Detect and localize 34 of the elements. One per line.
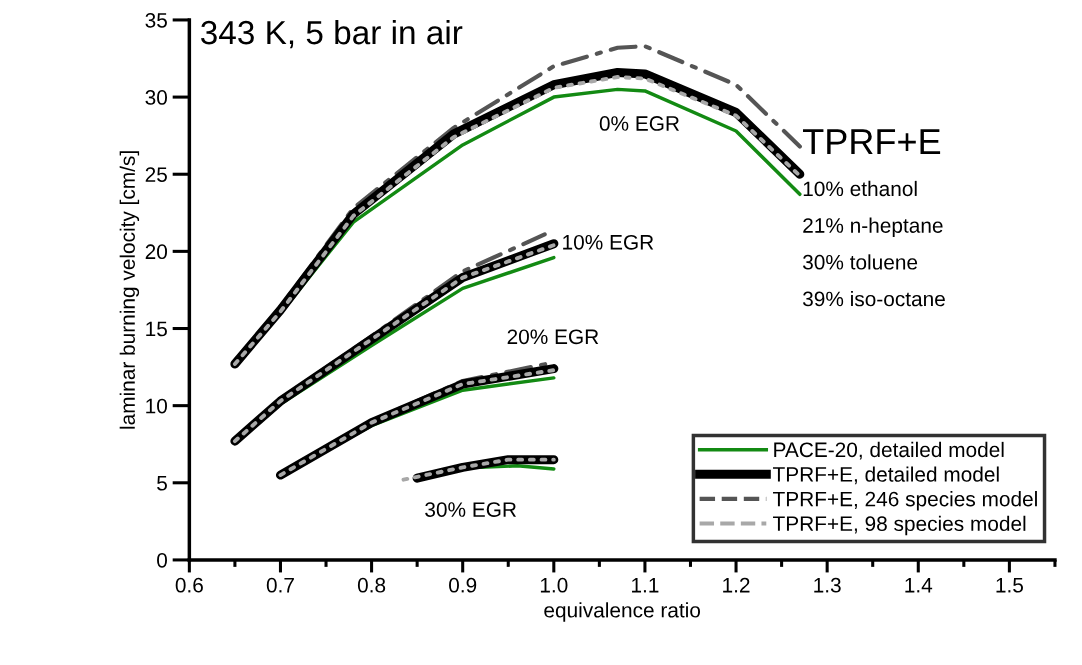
annotation: 10% EGR <box>563 234 654 250</box>
x-tick-label: 1.0 <box>540 577 568 593</box>
annotation: 20% EGR <box>507 329 599 345</box>
annotation: 30% toluene <box>802 254 918 270</box>
legend-label: PACE-20, detailed model <box>774 441 1004 460</box>
chart-title: 343 K, 5 bar in air <box>201 19 463 49</box>
y-tick-label: 15 <box>146 321 167 337</box>
x-tick-label: 1.3 <box>814 577 841 593</box>
y-tick-label: 0 <box>157 552 168 568</box>
annotation: 30% EGR <box>425 502 517 517</box>
annotation: TPRF+E <box>803 129 941 155</box>
y-axis-title: laminar burning velocity [cm/s] <box>119 151 140 429</box>
y-tick-label: 35 <box>145 12 167 28</box>
x-tick-label: 1.4 <box>905 578 933 593</box>
x-axis-title: equivalence ratio <box>544 602 701 622</box>
y-tick-label: 5 <box>157 476 167 491</box>
x-tick-label: 0.9 <box>449 577 477 593</box>
y-tick-label: 10 <box>146 398 168 414</box>
annotation: 0% EGR <box>599 116 680 131</box>
annotation: 39% iso-octane <box>802 291 945 307</box>
x-tick-label: 1.2 <box>723 577 750 593</box>
x-tick-label: 1.5 <box>996 578 1023 593</box>
x-tick-label: 1.1 <box>632 578 659 593</box>
legend-label: TPRF+E, detailed model <box>773 466 999 485</box>
x-tick-label: 0.6 <box>175 577 203 593</box>
x-tick-label: 0.7 <box>266 577 294 593</box>
annotation: 10% ethanol <box>803 180 917 197</box>
annotation: 21% n-heptane <box>803 217 943 237</box>
y-tick-label: 25 <box>145 167 167 182</box>
x-tick-label: 0.8 <box>357 577 386 593</box>
y-tick-label: 30 <box>145 90 168 105</box>
legend-label: TPRF+E, 246 species model <box>773 491 1037 511</box>
y-tick-label: 20 <box>145 244 168 260</box>
legend-label: TPRF+E, 98 species model <box>773 515 1026 536</box>
